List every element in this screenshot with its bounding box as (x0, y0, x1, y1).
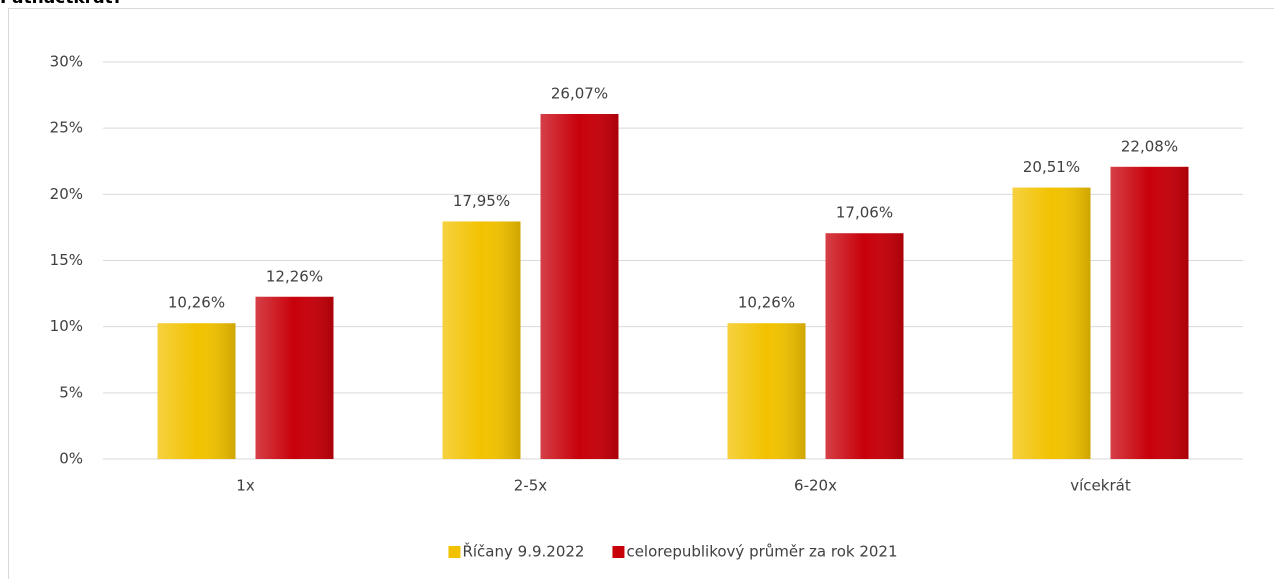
data-label: 17,06% (836, 204, 893, 222)
legend-swatch (612, 546, 625, 558)
bar (1012, 187, 1091, 459)
y-tick-label: 5% (59, 383, 83, 401)
legend-swatch (448, 546, 461, 558)
x-tick-label: vícekrát (1070, 477, 1131, 495)
data-label: 26,07% (551, 85, 608, 103)
bar (540, 114, 619, 459)
y-tick-label: 25% (50, 119, 83, 137)
bar (442, 221, 521, 459)
y-tick-label: 10% (50, 317, 83, 335)
legend-label: celorepublikový průměr za rok 2021 (626, 543, 897, 561)
x-tick-label: 6-20x (794, 477, 837, 495)
legend-label: Říčany 9.9.2022 (462, 542, 584, 561)
bar (825, 233, 904, 459)
bar (255, 296, 334, 459)
chart-title: Patnáctkrát? (0, 0, 123, 8)
bar (727, 323, 806, 459)
data-label: 20,51% (1023, 158, 1080, 176)
y-tick-label: 0% (59, 450, 83, 468)
data-label: 22,08% (1121, 137, 1178, 155)
y-tick-label: 15% (50, 251, 83, 269)
data-label: 12,26% (266, 267, 323, 285)
y-tick-label: 30% (50, 53, 83, 71)
data-label: 17,95% (453, 192, 510, 210)
data-label: 10,26% (168, 294, 225, 312)
bar (157, 323, 236, 459)
data-label: 10,26% (738, 294, 795, 312)
x-tick-label: 2-5x (514, 477, 547, 495)
x-tick-label: 1x (236, 477, 255, 495)
bar (1110, 166, 1189, 460)
y-tick-label: 20% (50, 185, 83, 203)
